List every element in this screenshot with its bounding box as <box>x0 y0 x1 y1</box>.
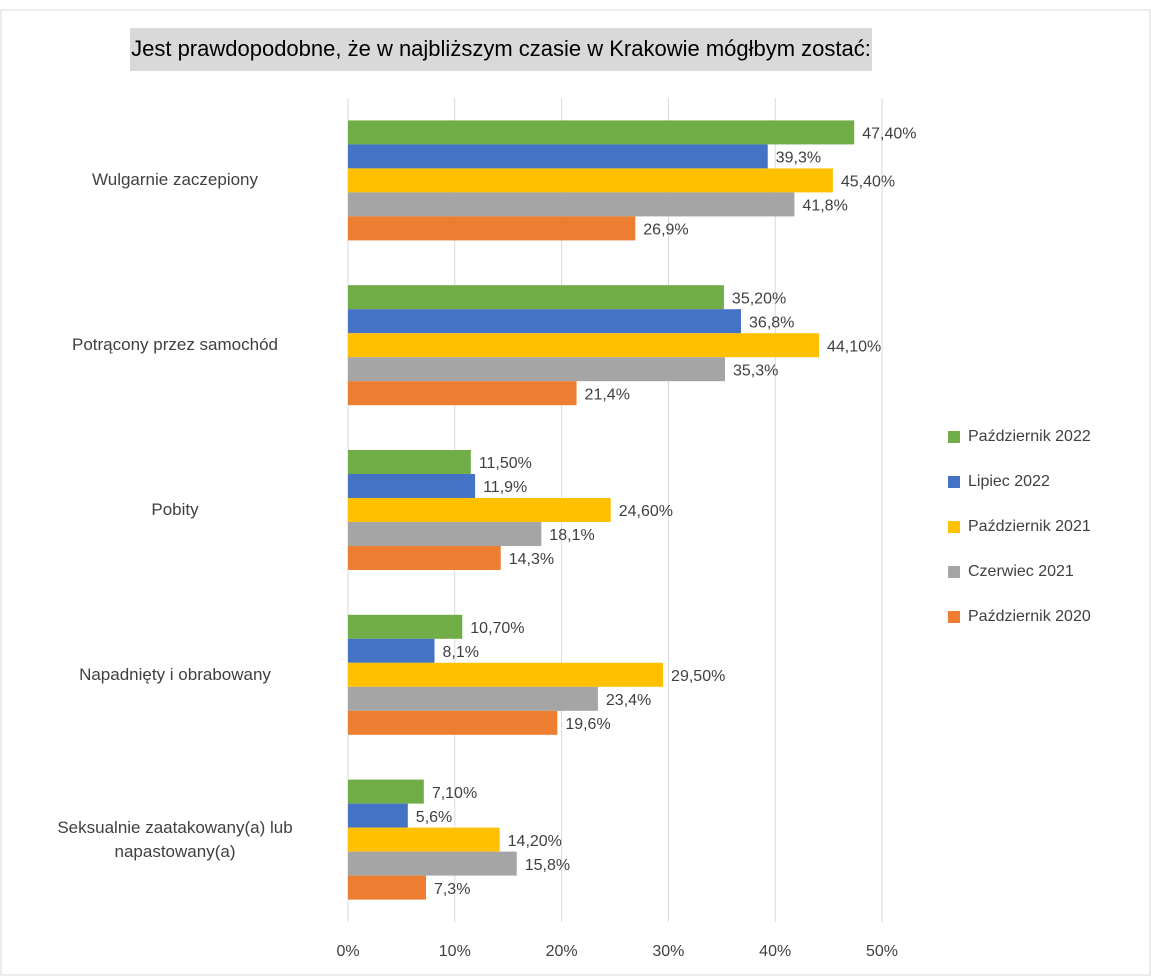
bar <box>348 614 463 639</box>
bar <box>348 827 500 852</box>
value-label: 24,60% <box>619 503 673 520</box>
legend-label: Październik 2020 <box>968 608 1091 625</box>
value-label: 11,9% <box>483 479 527 496</box>
bar <box>348 120 855 145</box>
bar <box>348 216 636 241</box>
bar <box>348 638 435 663</box>
value-label: 14,3% <box>509 551 554 568</box>
legend-swatch <box>948 566 960 578</box>
x-tick-label: 20% <box>546 943 578 960</box>
value-label: 19,6% <box>565 716 610 733</box>
bar <box>348 875 426 900</box>
bar <box>348 168 833 193</box>
value-label: 10,70% <box>470 620 524 637</box>
bar <box>348 710 558 735</box>
value-label: 35,20% <box>732 290 786 307</box>
legend-label: Październik 2021 <box>968 518 1091 535</box>
category-label: Potrącony przez samochód <box>72 335 278 355</box>
x-tick-label: 10% <box>439 943 471 960</box>
value-label: 11,50% <box>479 455 532 472</box>
bar <box>348 851 517 876</box>
bar <box>348 144 768 169</box>
value-label: 39,3% <box>776 150 821 167</box>
category-label: Pobity <box>151 500 199 519</box>
value-label: 7,3% <box>434 881 470 898</box>
value-label: 41,8% <box>802 198 847 215</box>
bar <box>348 686 598 711</box>
x-tick-label: 0% <box>336 943 359 960</box>
value-label: 7,10% <box>432 785 477 802</box>
bar <box>348 357 726 382</box>
legend-swatch <box>948 611 960 623</box>
x-tick-label: 40% <box>759 943 791 960</box>
value-label: 14,20% <box>508 833 562 850</box>
bar <box>348 803 408 828</box>
value-label: 44,10% <box>827 338 881 355</box>
x-tick-label: 30% <box>652 943 684 960</box>
bar <box>348 450 471 474</box>
legend-label: Czerwiec 2021 <box>968 563 1074 580</box>
value-label: 26,9% <box>643 222 688 239</box>
value-label: 8,1% <box>443 644 479 661</box>
value-label: 35,3% <box>733 362 778 379</box>
value-label: 36,8% <box>749 314 794 331</box>
bar <box>348 779 424 804</box>
value-label: 15,8% <box>525 857 570 874</box>
bar <box>348 662 664 687</box>
legend-swatch <box>948 431 960 443</box>
legend-label: Październik 2022 <box>968 428 1091 445</box>
category-label: Seksualnie zaatakowany(a) lub napastowan… <box>57 817 293 861</box>
bar <box>348 498 611 522</box>
bar <box>348 285 724 310</box>
value-label: 45,40% <box>841 174 895 191</box>
legend-swatch <box>948 521 960 533</box>
x-tick-label: 50% <box>866 943 898 960</box>
bar <box>348 474 476 498</box>
bar <box>348 333 819 358</box>
bar <box>348 522 542 546</box>
chart-title: Jest prawdopodobne, że w najbliższym cza… <box>131 36 871 61</box>
bar <box>348 192 795 217</box>
bar <box>348 546 501 570</box>
value-label: 18,1% <box>549 527 594 544</box>
value-label: 5,6% <box>416 809 452 826</box>
bar <box>348 309 742 334</box>
bar <box>348 381 577 406</box>
value-label: 47,40% <box>862 126 916 143</box>
category-label: Napadnięty i obrabowany <box>79 664 271 684</box>
category-label: Wulgarnie zaczepiony <box>92 170 258 190</box>
legend-swatch <box>948 476 960 488</box>
legend-label: Lipiec 2022 <box>968 473 1050 490</box>
value-label: 29,50% <box>671 668 725 685</box>
title-box <box>130 28 872 71</box>
value-label: 23,4% <box>606 692 651 709</box>
value-label: 21,4% <box>585 386 630 403</box>
